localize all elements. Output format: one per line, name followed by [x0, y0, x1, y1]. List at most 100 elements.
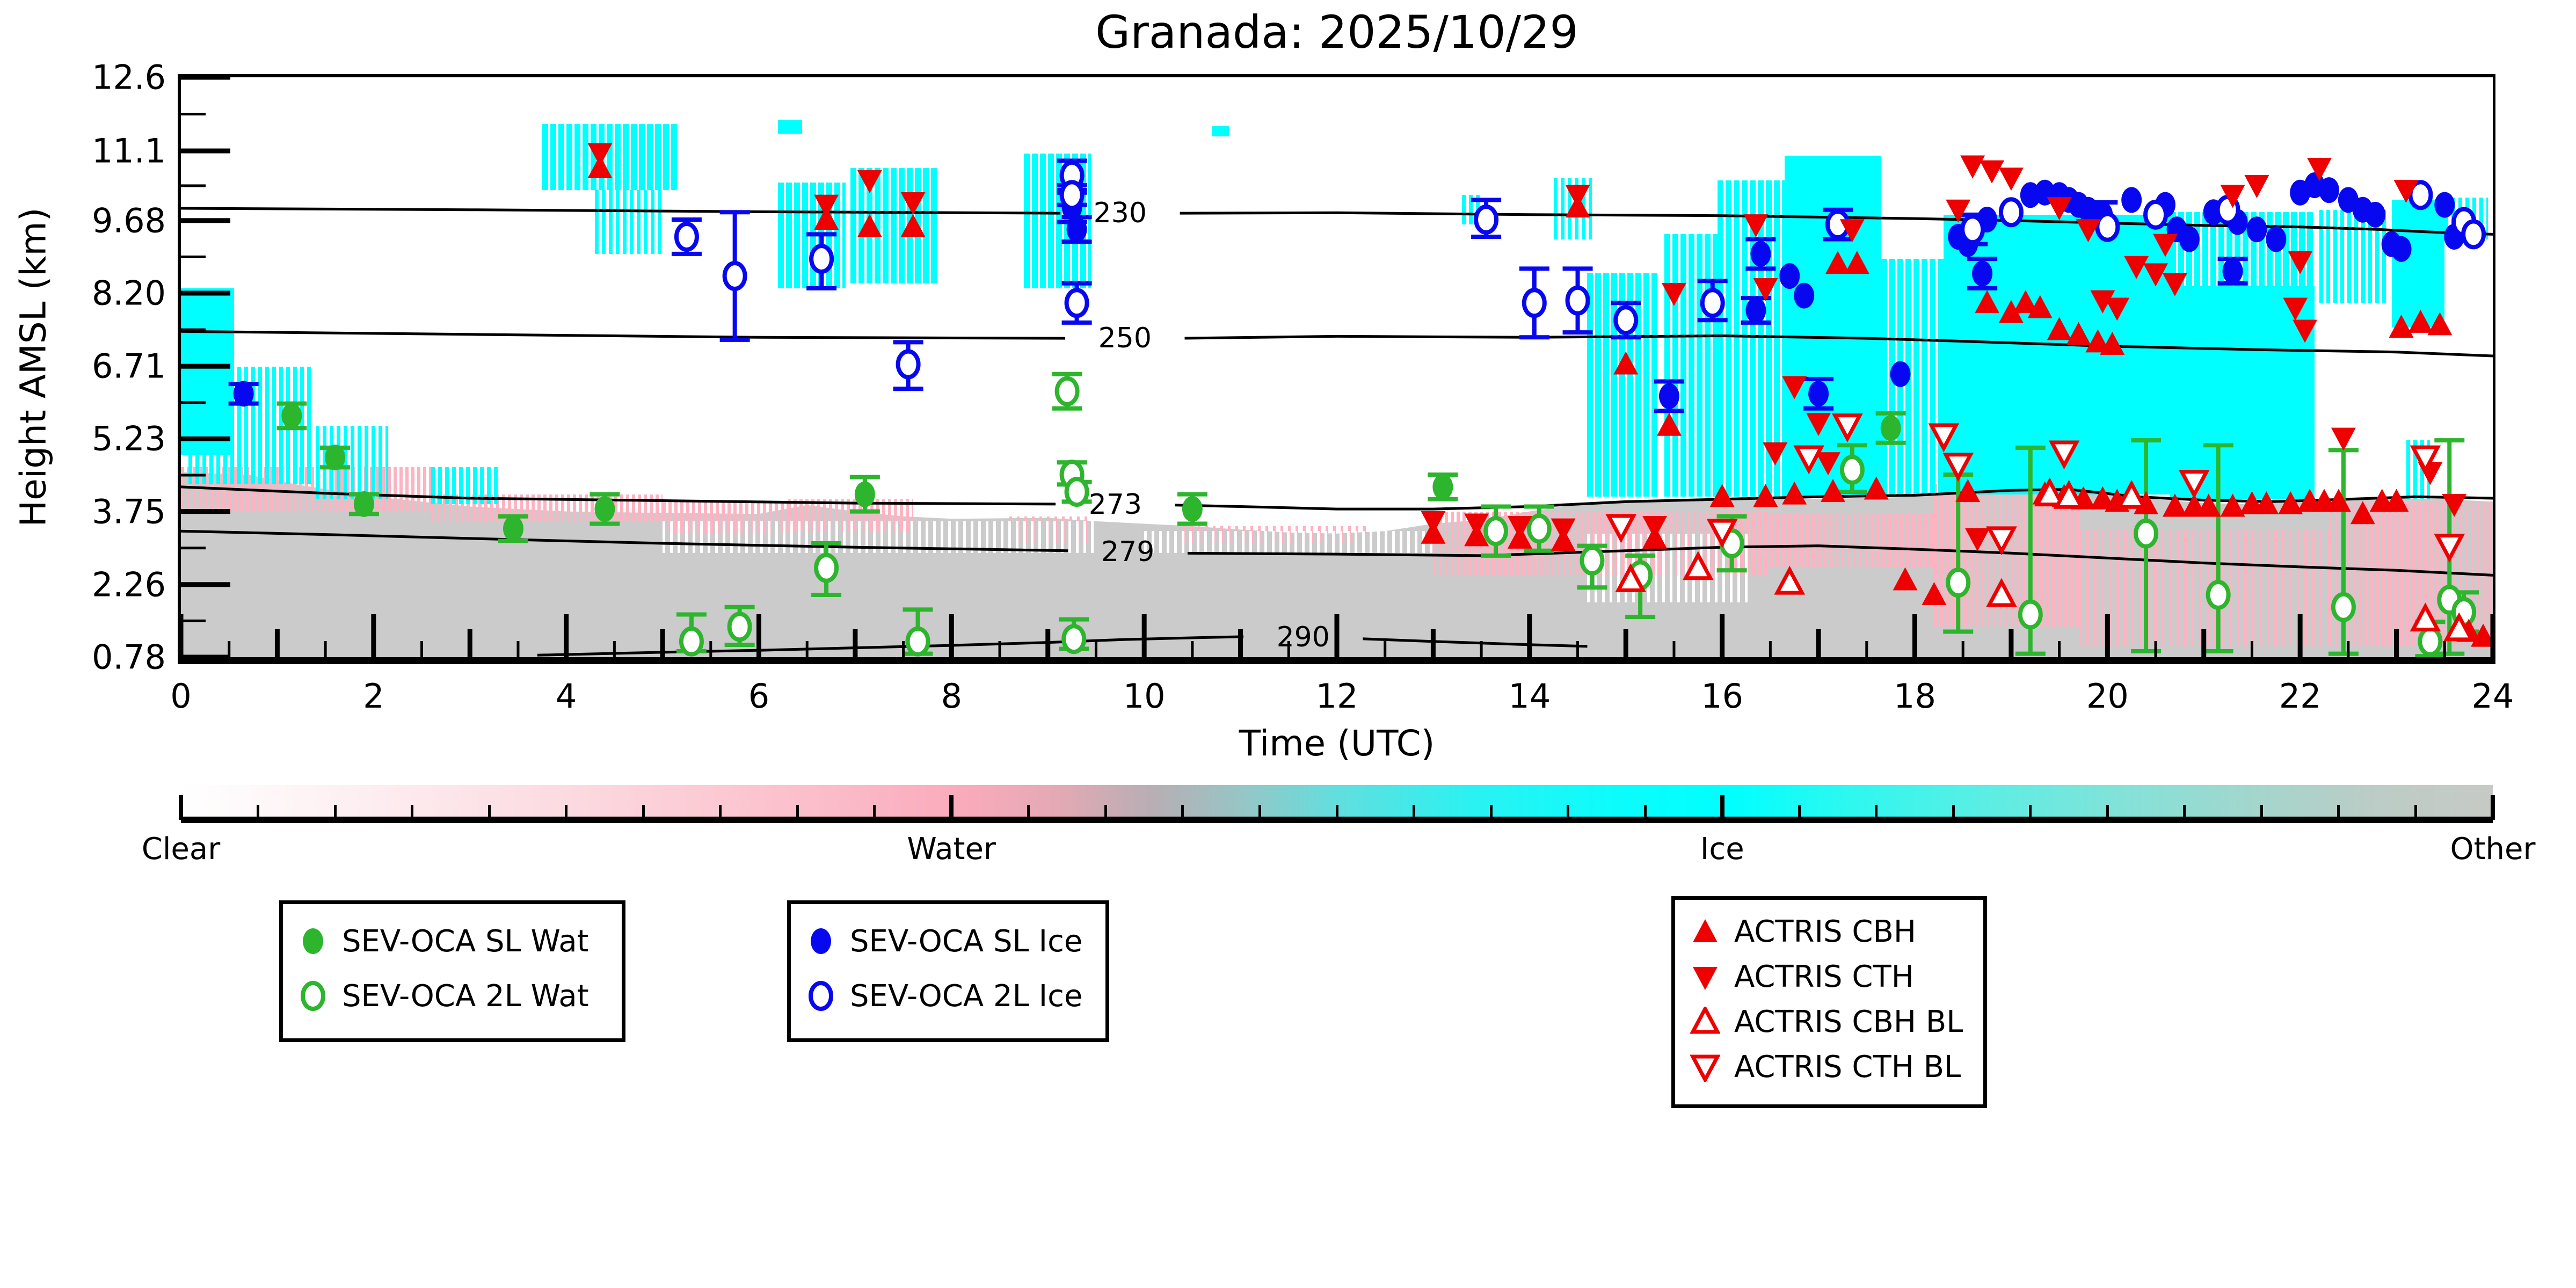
contour-label-290: 290 — [1276, 621, 1330, 654]
legend-entry-sev-oca-sl-ice: SEV-OCA SL Ice — [806, 923, 1083, 959]
colorbar-tick — [796, 805, 799, 820]
contour-label-250: 250 — [1098, 322, 1152, 355]
colorbar-tick — [411, 805, 414, 820]
series-actris-cth — [587, 143, 2467, 551]
x-tick-label: 16 — [1701, 676, 1744, 716]
series-sev-oca-2l-ice — [671, 158, 2486, 391]
colorbar-tick — [2337, 805, 2340, 820]
colorbar-tick — [2029, 805, 2032, 820]
contour-250 — [180, 330, 2493, 358]
colorbar-tick — [1027, 805, 1030, 820]
y-tick-label: 2.26 — [91, 565, 166, 605]
axes-spines — [178, 74, 2495, 664]
y-tick-label: 5.23 — [91, 419, 166, 459]
colorbar-tick — [1643, 805, 1647, 820]
x-tick-label: 18 — [1894, 676, 1936, 716]
series-sev-oca-sl-wat — [276, 401, 1906, 543]
colorbar-label-other: Other — [2450, 832, 2536, 867]
triangle-down-filled-icon — [1693, 966, 1718, 990]
legend-box-2: ACTRIS CBH ACTRIS CTH ACTRIS CBH BL ACTRIS … — [1671, 896, 1987, 1108]
raster-ice-patch — [2391, 200, 2445, 328]
x-tick-label: 24 — [2471, 676, 2514, 716]
colorbar-label-clear: Clear — [141, 832, 221, 867]
legend-label: SEV-OCA SL Wat — [342, 923, 589, 959]
colorbar — [179, 785, 2495, 823]
colorbar-tick — [1413, 805, 1416, 820]
colorbar-label-water: Water — [907, 832, 996, 867]
colorbar-tick — [1104, 805, 1107, 820]
legend-box-0: SEV-OCA SL Wat SEV-OCA 2L Wat — [279, 900, 625, 1042]
x-tick-label: 20 — [2086, 676, 2129, 716]
series-actris-cbh-bl — [1615, 477, 2475, 642]
y-tick-label: 11.1 — [91, 131, 166, 171]
y-tick-label: 6.71 — [91, 346, 166, 386]
colorbar-tick — [2183, 805, 2186, 820]
legend-entry-sev-oca-2l-wat: SEV-OCA 2L Wat — [298, 978, 589, 1014]
colorbar-tick — [1567, 805, 1570, 820]
contour-label-273: 273 — [1088, 488, 1142, 521]
colorbar-tick — [1181, 805, 1184, 820]
colorbar-tick — [1798, 805, 1801, 820]
colorbar-tick — [1489, 805, 1493, 820]
circle-filled-icon — [303, 928, 323, 954]
raster-water-patch — [1770, 514, 1934, 568]
colorbar-tick — [565, 805, 568, 820]
y-tick-label: 8.20 — [91, 273, 166, 313]
colorbar-tick — [2260, 805, 2263, 820]
y-tick-label: 3.75 — [91, 492, 166, 532]
legend-label: ACTRIS CTH — [1734, 959, 1914, 995]
x-axis-label: Time (UTC) — [1239, 723, 1435, 764]
x-tick-label: 4 — [555, 676, 577, 716]
contour-label-230: 230 — [1093, 197, 1147, 230]
triangle-down-open-icon — [1690, 1054, 1720, 1082]
contour-label-279: 279 — [1101, 536, 1155, 569]
raster-ice-patch — [595, 190, 663, 254]
raster-ice-patch — [1664, 234, 1718, 497]
raster-patches — [181, 77, 2493, 657]
legend-label: ACTRIS CTH BL — [1734, 1049, 1961, 1085]
series-actris-cth-bl — [1605, 413, 2465, 563]
legend-entry-sev-oca-sl-wat: SEV-OCA SL Wat — [298, 923, 589, 959]
legend-box-1: SEV-OCA SL Ice SEV-OCA 2L Ice — [787, 900, 1109, 1042]
colorbar-tick — [949, 795, 954, 820]
legend-entry-actris-cbh-bl: ACTRIS CBH BL — [1690, 1004, 1963, 1039]
x-tick-label: 6 — [748, 676, 770, 716]
colorbar-tick — [333, 805, 337, 820]
x-tick-label: 8 — [941, 676, 963, 716]
colorbar-tick — [642, 805, 645, 820]
colorbar-tick — [873, 805, 876, 820]
colorbar-tick — [1335, 805, 1338, 820]
series-actris-cbh — [587, 155, 2496, 647]
raster-white-patch — [1144, 531, 1433, 554]
circle-open-icon — [809, 981, 833, 1011]
raster-ice-patch — [778, 120, 803, 134]
x-tick-label: 22 — [2279, 676, 2322, 716]
legend-entry-actris-cth: ACTRIS CTH — [1690, 959, 1914, 995]
y-tick-label: 9.68 — [91, 201, 166, 241]
colorbar-baseline — [181, 817, 2493, 823]
colorbar-tick — [1720, 795, 1724, 820]
y-tick-label: 0.78 — [91, 637, 166, 677]
legend-entry-actris-cth-bl: ACTRIS CTH BL — [1690, 1049, 1961, 1085]
colorbar-tick — [179, 795, 183, 820]
raster-ice-patch — [542, 123, 677, 191]
x-tick-label: 10 — [1123, 676, 1166, 716]
contour-273 — [180, 485, 2493, 511]
colorbar-tick — [2414, 805, 2417, 820]
legend-label: ACTRIS CBH BL — [1734, 1004, 1963, 1039]
series-sev-oca-sl-ice — [228, 172, 2465, 413]
legend-label: SEV-OCA SL Ice — [850, 923, 1083, 959]
raster-ice-patch — [2170, 286, 2315, 499]
legend-label: SEV-OCA 2L Ice — [850, 978, 1083, 1014]
colorbar-tick — [1952, 805, 1955, 820]
raster-ice-patch — [1211, 126, 1229, 136]
x-tick-label: 12 — [1315, 676, 1358, 716]
colorbar-tick — [1875, 805, 1878, 820]
legend-label: SEV-OCA 2L Wat — [342, 978, 589, 1014]
colorbar-tick — [719, 805, 722, 820]
legend-label: ACTRIS CBH — [1734, 914, 1917, 950]
legend-entry-sev-oca-2l-ice: SEV-OCA 2L Ice — [806, 978, 1083, 1014]
triangle-up-filled-icon — [1693, 919, 1718, 942]
